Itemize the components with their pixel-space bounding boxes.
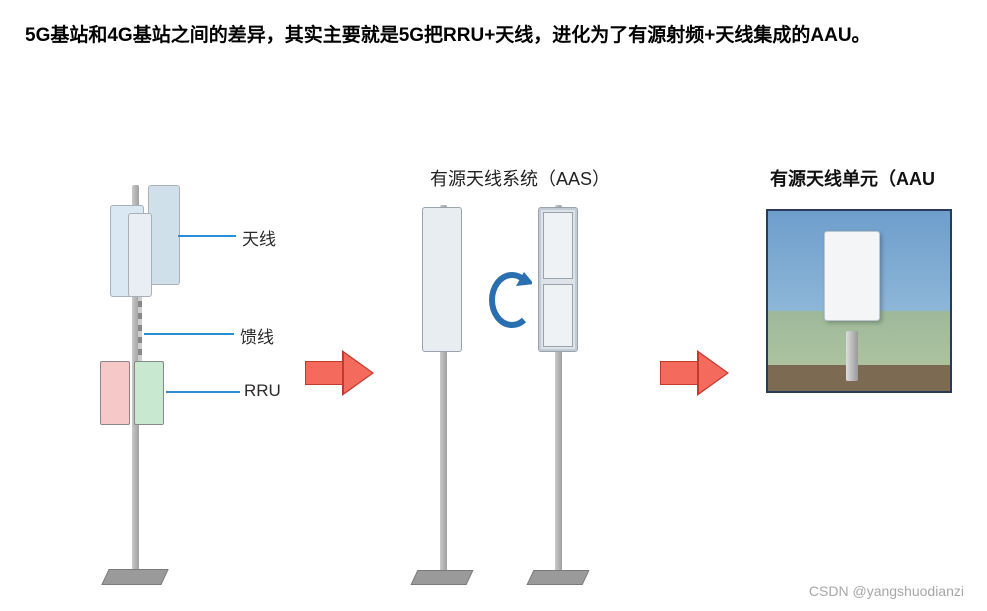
aas-panel-back-icon [538,207,578,352]
pole-base-icon [411,570,474,585]
rru-box-icon [134,361,164,425]
leader-line [144,333,234,335]
antenna-label: 天线 [242,225,276,250]
antenna-panel-icon [148,185,180,285]
leader-line [166,391,240,393]
aau-title: 有源天线单元（AAU [770,165,935,191]
stage-aau: 有源天线单元（AAU [760,165,970,425]
stage-traditional: 天线 馈线 RRU [70,185,290,585]
evolution-diagram: 天线 馈线 RRU 有源天线系统（AAS） 有源天线单元（AAU [0,155,987,595]
leader-line [178,235,236,237]
headline-text: 5G基站和4G基站之间的差异，其实主要就是5G把RRU+天线，进化为了有源射频+… [25,18,962,54]
antenna-panel-icon [128,213,152,297]
arrow-right-icon [660,350,730,396]
rru-box-icon [100,361,130,425]
aas-panel-front-icon [422,207,462,352]
rotate-arrow-icon [482,270,532,330]
aau-panel-icon [824,231,880,321]
watermark-text: CSDN @yangshuodianzi [809,583,964,599]
pole-base-icon [101,569,168,585]
feeder-label: 馈线 [240,323,274,348]
feeder-cable-icon [138,297,142,367]
arrow-right-icon [305,350,375,396]
pole-base-icon [527,570,590,585]
mount-pole-icon [846,331,858,381]
aau-photo [766,209,952,393]
rru-label: RRU [244,381,281,401]
stage-aas: 有源天线系统（AAS） [390,165,640,585]
aas-title: 有源天线系统（AAS） [430,165,610,191]
roof-icon [768,365,950,391]
